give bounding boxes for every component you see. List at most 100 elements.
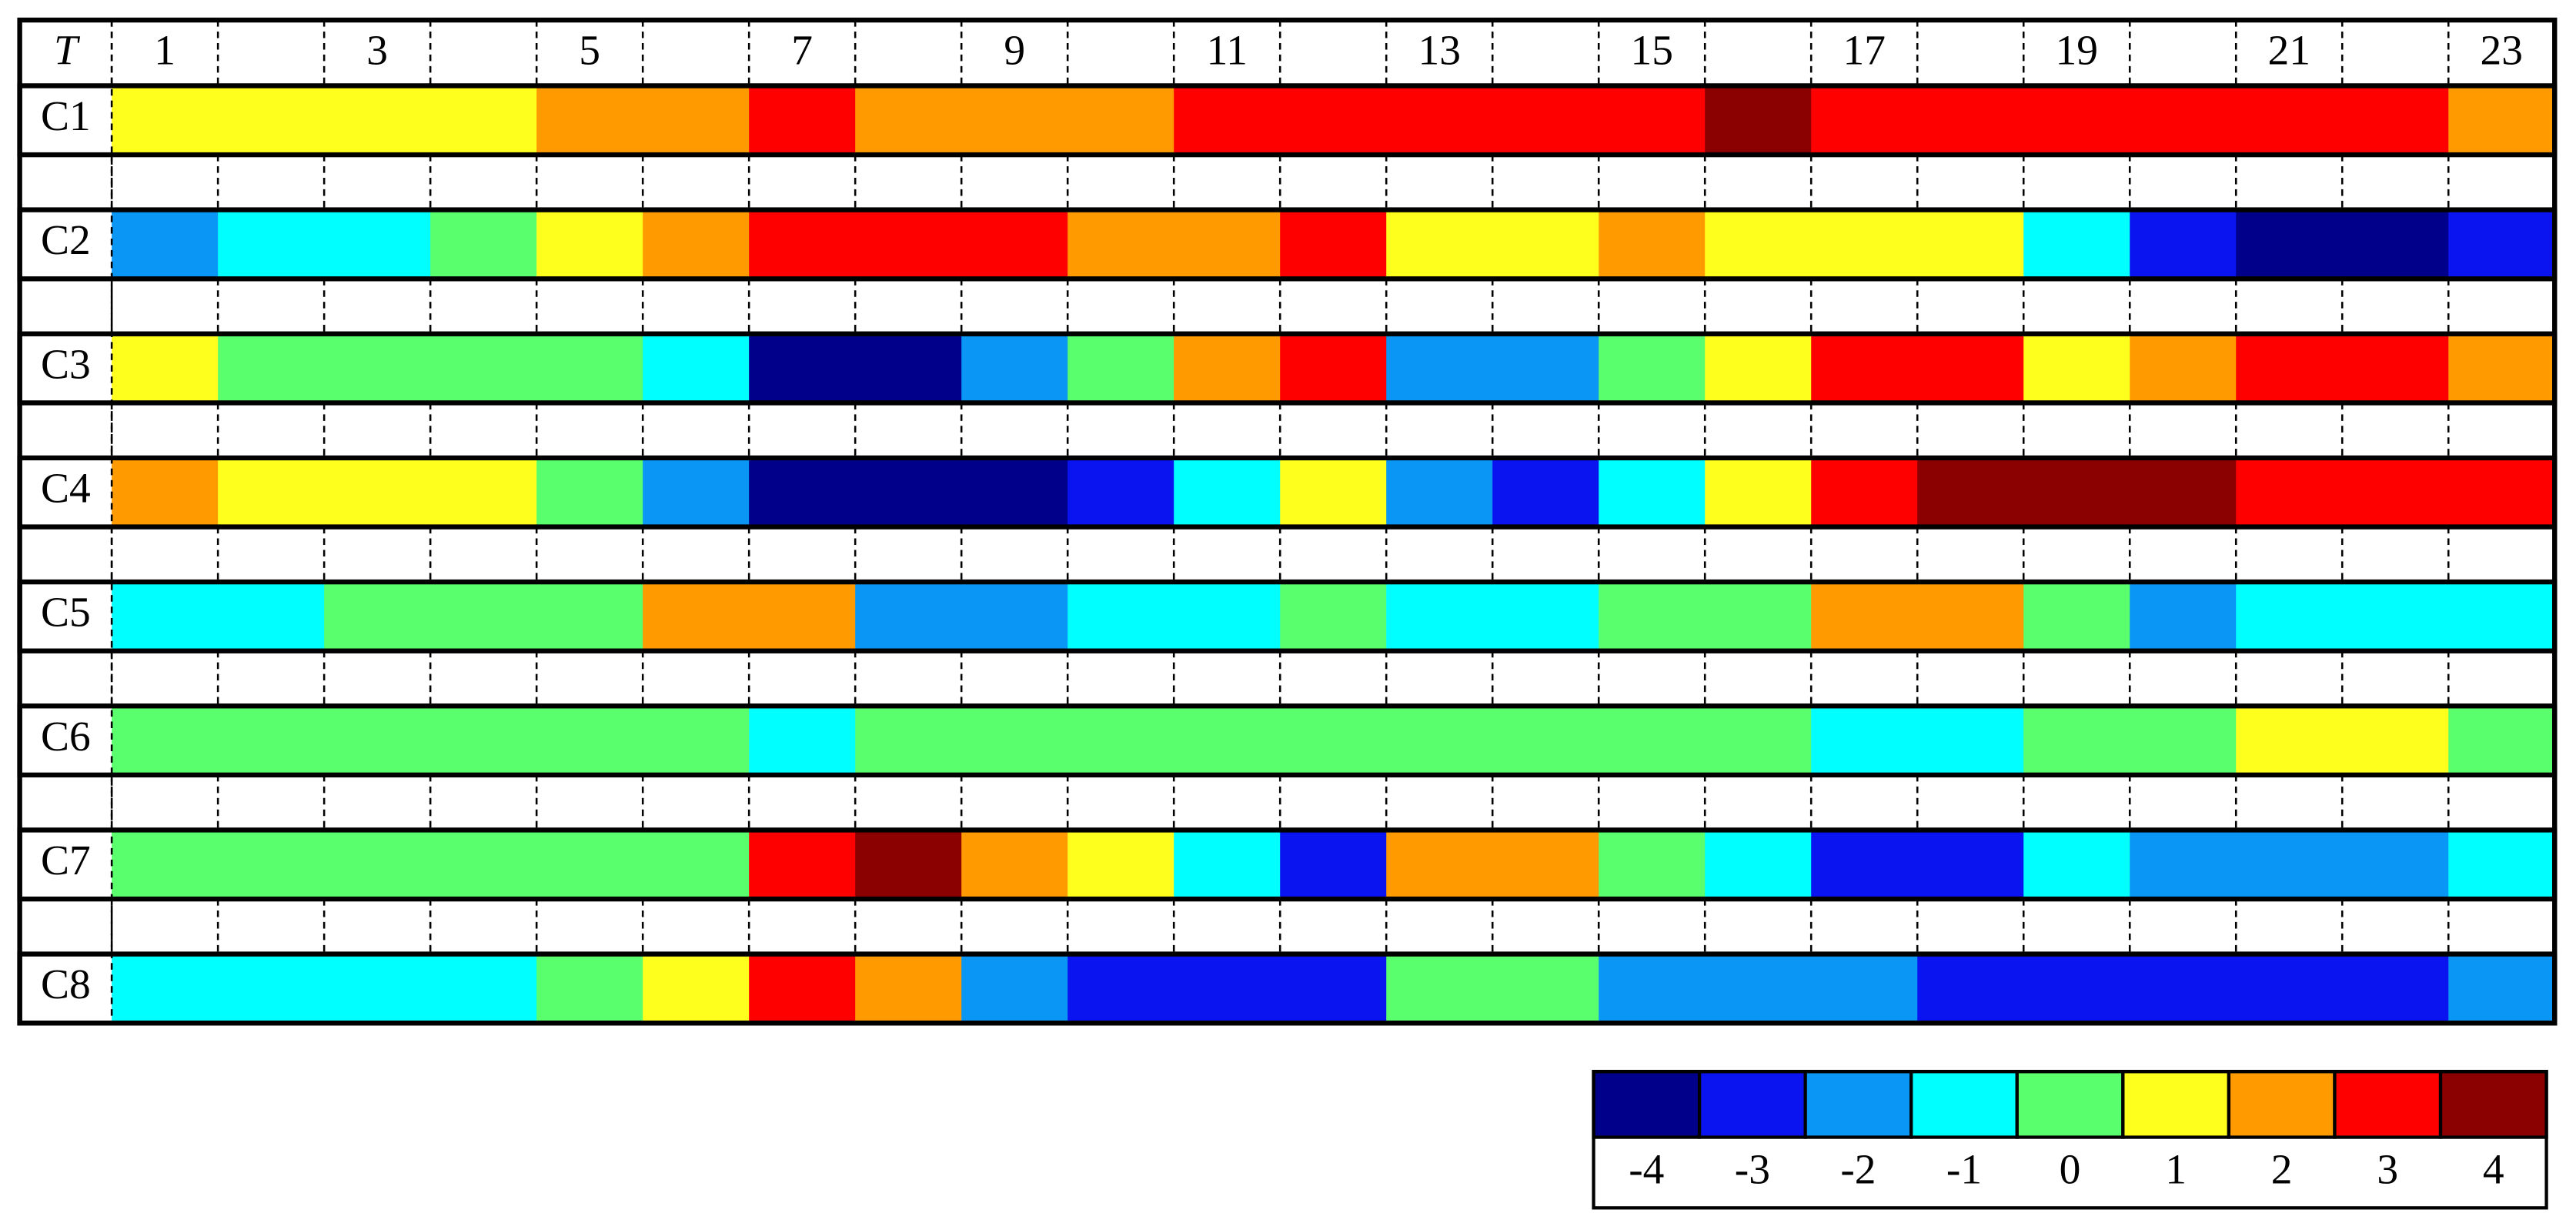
legend-border: [1592, 1070, 2548, 1210]
heat-cell: [1067, 830, 1175, 900]
heat-cell: [855, 457, 963, 527]
heat-cell: [855, 706, 963, 775]
heat-cell: [536, 830, 644, 900]
heat-cell: [1067, 333, 1175, 403]
heat-cell: [218, 954, 326, 1024]
legend-swatch: [2227, 1070, 2337, 1139]
heat-cell: [1599, 582, 1706, 651]
heat-cell: [1280, 706, 1388, 775]
heat-cell: [2130, 209, 2237, 279]
heat-cell: [1705, 582, 1813, 651]
heat-cell: [430, 209, 538, 279]
heat-cell: [2130, 706, 2237, 775]
heat-cell: [1280, 209, 1388, 279]
heat-cell: [1492, 954, 1600, 1024]
heat-cell: [1280, 582, 1388, 651]
heat-cell: [2023, 85, 2131, 155]
heat-cell: [1599, 457, 1706, 527]
heat-cell: [643, 333, 750, 403]
heat-cell: [2023, 582, 2131, 651]
heat-cell: [218, 830, 326, 900]
heat-cell: [1917, 706, 2025, 775]
heat-cell: [1492, 706, 1600, 775]
heat-cell: [1492, 457, 1600, 527]
heat-cell: [2130, 85, 2237, 155]
heat-cell: [1811, 830, 1919, 900]
heat-cell: [218, 706, 326, 775]
heat-cell: [2448, 209, 2556, 279]
heat-cell: [1174, 457, 1281, 527]
heat-cell: [536, 333, 644, 403]
heat-cell: [2130, 333, 2237, 403]
heat-cell: [2023, 209, 2131, 279]
heat-cell: [324, 209, 432, 279]
heat-cell: [2342, 209, 2450, 279]
heat-cell: [1280, 954, 1388, 1024]
heat-cell: [2448, 706, 2556, 775]
legend-label: -2: [1840, 1146, 1876, 1193]
heat-cell: [1386, 954, 1494, 1024]
heat-cell: [1811, 954, 1919, 1024]
column-label: 23: [2481, 28, 2523, 75]
heat-cell: [112, 333, 219, 403]
heat-cell: [961, 85, 1069, 155]
heat-cell: [1386, 333, 1494, 403]
heat-cell: [2023, 457, 2131, 527]
heat-cell: [1917, 333, 2025, 403]
heat-cell: [643, 954, 750, 1024]
heat-cell: [855, 954, 963, 1024]
heat-cell: [1599, 85, 1706, 155]
heat-cell: [1174, 830, 1281, 900]
heat-cell: [1280, 457, 1388, 527]
heat-cell: [1705, 457, 1813, 527]
heat-cell: [1174, 85, 1281, 155]
heat-cell: [961, 954, 1069, 1024]
heat-cell: [1705, 333, 1813, 403]
heat-cell: [1386, 457, 1494, 527]
heat-cell: [536, 85, 644, 155]
heat-cell: [112, 954, 219, 1024]
heat-cell: [2342, 954, 2450, 1024]
heat-cell: [2342, 830, 2450, 900]
heat-cell: [1174, 209, 1281, 279]
heat-cell: [1917, 209, 2025, 279]
heat-cell: [1492, 209, 1600, 279]
heat-cell: [324, 333, 432, 403]
heat-cell: [1811, 209, 1919, 279]
heat-cell: [324, 457, 432, 527]
heat-cell: [855, 582, 963, 651]
heat-cell: [112, 457, 219, 527]
heat-cell: [1174, 582, 1281, 651]
heat-cell: [1599, 209, 1706, 279]
heat-cell: [430, 830, 538, 900]
legend-label: -1: [1946, 1146, 1982, 1193]
heat-cell: [643, 706, 750, 775]
heat-cell: [2236, 954, 2344, 1024]
row-label: C4: [41, 465, 91, 512]
heat-cell: [1492, 333, 1600, 403]
heat-cell: [2236, 830, 2344, 900]
heat-cell: [1280, 333, 1388, 403]
heat-cell: [1705, 830, 1813, 900]
heat-cell: [1811, 457, 1919, 527]
heat-cell: [1705, 85, 1813, 155]
heat-cell: [749, 954, 857, 1024]
heat-cell: [2342, 85, 2450, 155]
legend-swatch: [2015, 1070, 2125, 1139]
heat-cell: [2448, 582, 2556, 651]
heat-cell: [643, 209, 750, 279]
heat-cell: [430, 457, 538, 527]
heat-cell: [643, 582, 750, 651]
heat-cell: [2448, 85, 2556, 155]
column-label: 21: [2267, 28, 2310, 75]
heat-cell: [749, 582, 857, 651]
heat-cell: [1067, 85, 1175, 155]
heat-cell: [2342, 457, 2450, 527]
row-label: C5: [41, 590, 91, 637]
legend-label: -4: [1629, 1146, 1664, 1193]
heat-cell: [961, 830, 1069, 900]
heat-cell: [2236, 706, 2344, 775]
heat-cell: [749, 333, 857, 403]
legend-swatch: [1697, 1070, 1807, 1139]
